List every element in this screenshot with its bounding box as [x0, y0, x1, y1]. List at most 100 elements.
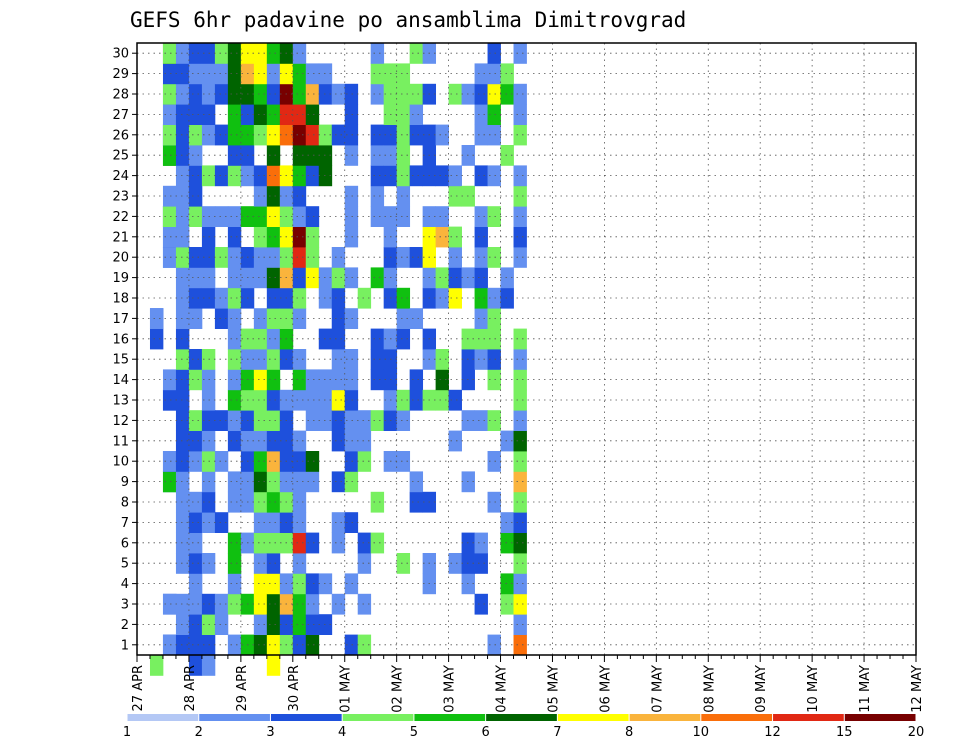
- heat-cell: [266, 287, 281, 309]
- heat-cell: [292, 63, 307, 85]
- heat-cell: [487, 247, 501, 268]
- heat-cell: [292, 287, 307, 309]
- heat-cell: [409, 389, 424, 411]
- heat-cell: [214, 451, 229, 472]
- heat-cell: [253, 267, 268, 289]
- heat-cell: [331, 267, 346, 289]
- heat-cell: [227, 124, 242, 146]
- heat-cell: [370, 349, 385, 370]
- heat-cell: [305, 471, 320, 493]
- heat-cell: [214, 614, 229, 635]
- heat-cell: [487, 349, 501, 370]
- heat-cell: [188, 145, 203, 166]
- y-tick-label: 16: [112, 332, 129, 347]
- heat-cell: [227, 410, 242, 431]
- heat-cell: [448, 553, 462, 574]
- heat-cell: [409, 43, 424, 64]
- heat-cell: [253, 124, 268, 146]
- heat-cell: [162, 43, 177, 64]
- heat-cell: [253, 512, 268, 533]
- heat-cell: [500, 573, 514, 595]
- heat-cell: [188, 308, 203, 329]
- heat-cell: [162, 451, 177, 472]
- heat-cell: [357, 410, 372, 431]
- heat-cell: [396, 308, 411, 329]
- heat-cell: [370, 185, 385, 207]
- legend-swatch: [342, 714, 415, 721]
- heat-cell: [487, 63, 501, 85]
- heat-cell: [396, 63, 411, 85]
- heat-cell: [344, 471, 359, 493]
- heat-cell: [188, 287, 203, 309]
- x-tick-label: 29 APR: [235, 665, 250, 711]
- heat-cell: [513, 451, 527, 472]
- heat-cell: [474, 83, 488, 105]
- y-tick-label: 30: [112, 47, 129, 62]
- heat-cell: [370, 328, 385, 350]
- heat-cell: [500, 83, 514, 105]
- heat-cell: [513, 634, 527, 656]
- legend-swatch: [127, 714, 200, 721]
- x-tick-label: 28 APR: [183, 665, 198, 711]
- heat-cell: [487, 410, 501, 431]
- y-tick-label: 27: [112, 108, 129, 123]
- heat-cell: [305, 573, 320, 595]
- heat-cell: [175, 63, 190, 85]
- grid-lines: [137, 43, 916, 655]
- heat-cell: [253, 185, 268, 207]
- y-tick-label: 12: [112, 414, 129, 429]
- heat-cell: [266, 83, 281, 105]
- heat-cell: [474, 267, 488, 289]
- heat-cell: [344, 145, 359, 166]
- legend-label: 3: [266, 725, 274, 740]
- heat-cell: [188, 491, 203, 513]
- heat-cell: [253, 369, 268, 391]
- heat-cell: [357, 634, 372, 656]
- heat-cell: [305, 410, 320, 431]
- heat-cell: [266, 308, 281, 329]
- heat-cell: [227, 532, 242, 554]
- heat-cell: [331, 308, 346, 329]
- heat-cell: [175, 451, 190, 472]
- heat-cell: [370, 410, 385, 431]
- heat-cell: [344, 349, 359, 370]
- y-tick-label: 20: [112, 251, 129, 266]
- heat-cell: [344, 634, 359, 656]
- heat-cell: [396, 145, 411, 166]
- heat-cell: [435, 349, 449, 370]
- heat-cell: [253, 83, 268, 105]
- heat-cell: [435, 287, 449, 309]
- heat-cell: [474, 532, 488, 554]
- heat-cell: [214, 593, 229, 615]
- heat-cell: [344, 185, 359, 207]
- heat-cell: [175, 185, 190, 207]
- heat-cell: [253, 491, 268, 513]
- x-tick-label: 11 MAY: [858, 665, 873, 713]
- heat-cell: [305, 247, 320, 268]
- heat-cell: [188, 655, 203, 676]
- heat-cell: [214, 410, 229, 431]
- heat-cell: [357, 287, 372, 309]
- heat-cell: [227, 328, 242, 350]
- heat-cell: [513, 553, 527, 574]
- heat-cell: [487, 634, 501, 656]
- heat-cell: [162, 185, 177, 207]
- x-tick-label: 07 MAY: [650, 665, 665, 713]
- y-tick-label: 24: [112, 169, 129, 184]
- chart-title: GEFS 6hr padavine po ansamblima Dimitrov…: [130, 8, 686, 32]
- heat-cell: [292, 634, 307, 656]
- heat-cell: [500, 287, 514, 309]
- heat-cell: [175, 247, 190, 268]
- heat-cell: [474, 247, 488, 268]
- heat-cell: [253, 634, 268, 656]
- heat-cell: [487, 83, 501, 105]
- heat-cell: [253, 349, 268, 370]
- y-tick-label: 21: [112, 230, 129, 245]
- heat-cell: [487, 328, 501, 350]
- heat-cell: [175, 634, 190, 656]
- heat-cell: [292, 532, 307, 554]
- heat-cell: [292, 185, 307, 207]
- heat-cell: [253, 553, 268, 574]
- heat-cell: [227, 145, 242, 166]
